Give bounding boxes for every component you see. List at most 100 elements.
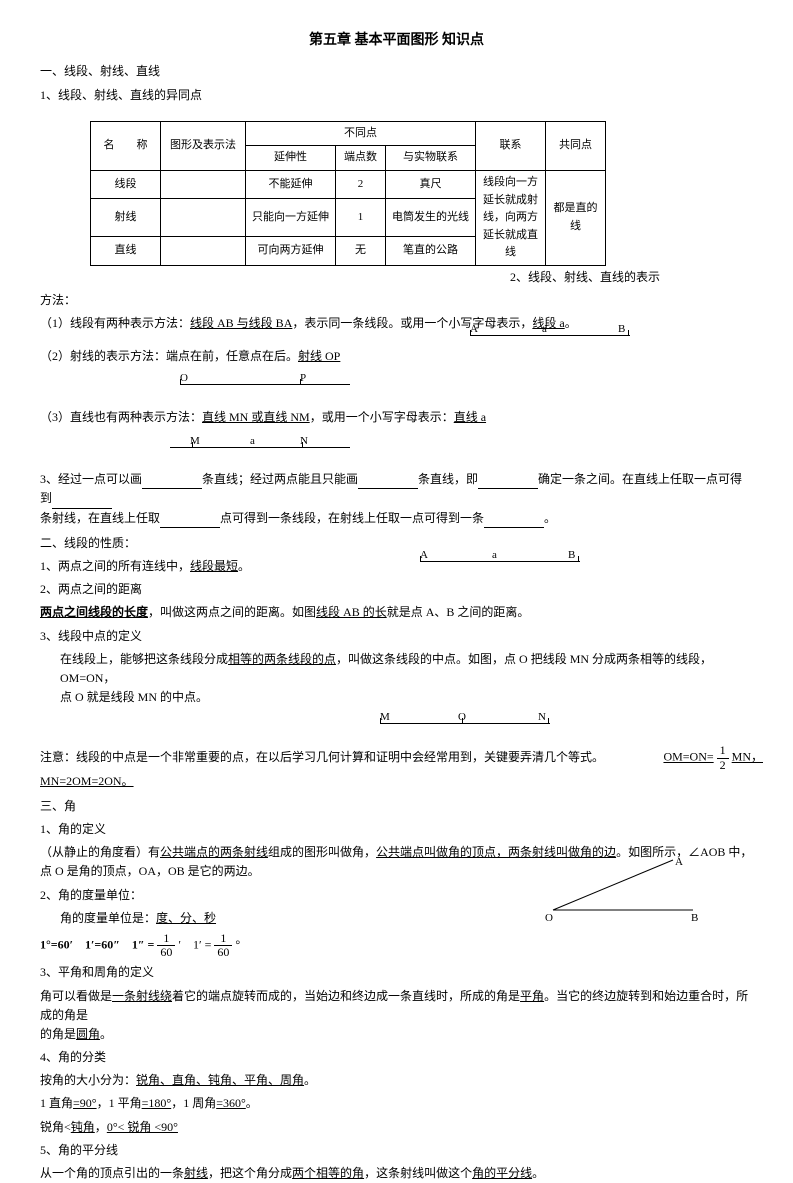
s4p2c: 组成的图形叫做角，: [268, 845, 376, 859]
angle-O: O: [545, 912, 553, 924]
m1a: （1）线段有两种表示方法：: [40, 316, 190, 330]
s2p2b: ，叫做这两点之间的距离。如图: [148, 605, 316, 619]
s4p5b: 锐角、直角、钝角、平角、周角: [136, 1073, 304, 1087]
s4p6a: 从一个角的顶点引出的一条: [40, 1166, 184, 1180]
s4p6d: 两个相等的角: [292, 1166, 364, 1180]
diagram-man-wrap: M a N: [170, 437, 753, 456]
r2c3: 只能向一方延伸: [246, 199, 336, 237]
r3c4: 无: [336, 237, 386, 265]
p5d2: =90°: [73, 1096, 97, 1110]
frac-half: 12: [717, 744, 729, 771]
r3c1: 直线: [91, 237, 161, 265]
s4p4d: 平角: [520, 989, 544, 1003]
eq1: 1°=60′: [40, 937, 73, 951]
s4-p6: 5、角的平分线: [40, 1141, 753, 1160]
th-real: 与实物联系: [386, 146, 476, 171]
comparison-table: 名 称 图形及表示法 不同点 联系 共同点 延伸性 端点数 与实物联系 线段 不…: [90, 121, 606, 266]
s2p2c: 线段 AB 的长: [316, 605, 387, 619]
s3p2d: 点 O 就是线段 MN 的中点。: [60, 690, 208, 704]
s3-p2: 在线段上，能够把这条线段分成相等的两条线段的点，叫做这条线段的中点。如图，点 O…: [60, 650, 753, 708]
s4p3c: 度、分、秒: [156, 911, 216, 925]
eq4a: 1′ =: [193, 937, 211, 951]
m1d: 线段 a: [532, 316, 564, 330]
d5-M: M: [380, 709, 390, 727]
angle-diagram: A O B: [543, 855, 703, 925]
d4-a: a: [492, 547, 497, 565]
p3e: 条射线，在直线上任取: [40, 511, 160, 525]
trail-text: 2、线段、射线、直线的表示: [510, 268, 753, 287]
eq3a: 1″ =: [132, 937, 154, 951]
r3c3: 可向两方延伸: [246, 237, 336, 265]
note1c: MN，: [732, 750, 763, 764]
s3p2b: 相等的两条线段的点: [228, 652, 336, 666]
p3b: 条直线；经过两点能且只能画: [202, 472, 358, 486]
note1d: MN=2OM=2ON。: [40, 772, 753, 791]
eq3b: ′: [178, 937, 181, 951]
r2c5: 电筒发生的光线: [386, 199, 476, 237]
s2p1a: 1、两点之间的所有连线中，: [40, 559, 190, 573]
r1c1: 线段: [91, 170, 161, 198]
method-label: 方法：: [40, 291, 753, 310]
page-title: 第五章 基本平面图形 知识点: [40, 30, 753, 52]
note1b: OM=ON=: [663, 750, 713, 764]
rel-cell: 线段向一方延长就成射线，向两方延长就成直线: [476, 170, 546, 265]
m3c: ，或用一个小写字母表示：: [310, 410, 454, 424]
s4p4b: 一条射线绕: [112, 989, 172, 1003]
s4-p4: 3、平角和周角的定义: [40, 963, 753, 982]
blank6: [484, 514, 544, 528]
diagram-mon-wrap: M O N: [380, 713, 753, 732]
s4-p5: 4、角的分类: [40, 1048, 753, 1067]
s3p2a: 在线段上，能够把这条线段分成: [60, 652, 228, 666]
s2p2d: 就是点 A、B 之间的距离。: [387, 605, 530, 619]
th-common: 共同点: [546, 121, 606, 170]
p3f: 点可得到一条线段，在射线上任取一点可得到一条: [220, 511, 484, 525]
method-2-row: （2）射线的表示方法：端点在前，任意点在后。射线 OP A a B: [40, 347, 753, 366]
th-fig: 图形及表示法: [161, 121, 246, 170]
p3a: 3、经过一点可以画: [40, 472, 142, 486]
m1c: ，表示同一条线段。或用一个小写字母表示，: [292, 316, 532, 330]
s3-p1: 3、线段中点的定义: [40, 627, 753, 646]
p5d7: 。: [246, 1096, 258, 1110]
section-1-head: 一、线段、射线、直线: [40, 62, 753, 81]
s4p6g: 。: [532, 1166, 544, 1180]
m2b: 射线 OP: [298, 349, 340, 363]
s4p4f: 圆角: [76, 1027, 100, 1041]
s2-p2b: 两点之间线段的长度，叫做这两点之间的距离。如图线段 AB 的长就是点 A、B 之…: [40, 603, 753, 622]
note1a: 注意：线段的中点是一个非常重要的点，在以后学习几何计算和证明中会经常用到，关键要…: [40, 750, 604, 764]
m3d: 直线 a: [454, 410, 486, 424]
m1e: 。: [565, 316, 577, 330]
p3: 3、经过一点可以画条直线；经过两点能且只能画条直线，即确定一条之间。在直线上任取…: [40, 470, 753, 528]
s2p1c: 。: [238, 559, 250, 573]
diagram-mon: M O N: [380, 723, 550, 724]
m3b: 直线 MN 或直线 NM: [202, 410, 310, 424]
d1-A: A: [470, 321, 478, 339]
r2c1: 射线: [91, 199, 161, 237]
s4p6b: 射线: [184, 1166, 208, 1180]
s4-p6-body: 从一个角的顶点引出的一条射线，把这个角分成两个相等的角，这条射线叫做这个角的平分…: [40, 1164, 753, 1183]
s2-p2: 2、两点之间的距离: [40, 580, 753, 599]
p5d1: 1 直角: [40, 1096, 73, 1110]
s4-p4-body: 角可以看做是一条射线绕着它的端点旋转而成的，当始边和终边成一条直线时，所成的角是…: [40, 987, 753, 1045]
d3-a: a: [250, 433, 255, 451]
s4p2f: 点 O 是角的顶点，OA，OB 是它的两边。: [40, 864, 260, 878]
diagram-op-wrap: O P: [180, 375, 753, 394]
m1b: 线段 AB 与线段 BA: [190, 316, 292, 330]
s4-p5a: 按角的大小分为：锐角、直角、钝角、平角、周角。: [40, 1071, 753, 1090]
r1c2: [161, 170, 246, 198]
frac-60b: 160: [214, 932, 232, 959]
s4-head: 三、角: [40, 797, 753, 816]
d4-B: B: [568, 547, 575, 565]
p5d4: =180°: [142, 1096, 172, 1110]
p5d3: ，1 平角: [97, 1096, 142, 1110]
s4p5c: 。: [304, 1073, 316, 1087]
s4p6c: ，把这个角分成: [208, 1166, 292, 1180]
s4p6f: 角的平分线: [472, 1166, 532, 1180]
s2-p1: 1、两点之间的所有连线中，线段最短。 A a B: [40, 557, 753, 576]
section-1-p1: 1、线段、射线、直线的异同点: [40, 86, 753, 105]
d2-O: O: [180, 370, 188, 388]
s4-p1: 1、角的定义: [40, 820, 753, 839]
common-cell: 都是直的线: [546, 170, 606, 265]
eq2: 1′=60″: [85, 937, 120, 951]
d1-a: a: [542, 321, 547, 339]
r1c5: 真尺: [386, 170, 476, 198]
